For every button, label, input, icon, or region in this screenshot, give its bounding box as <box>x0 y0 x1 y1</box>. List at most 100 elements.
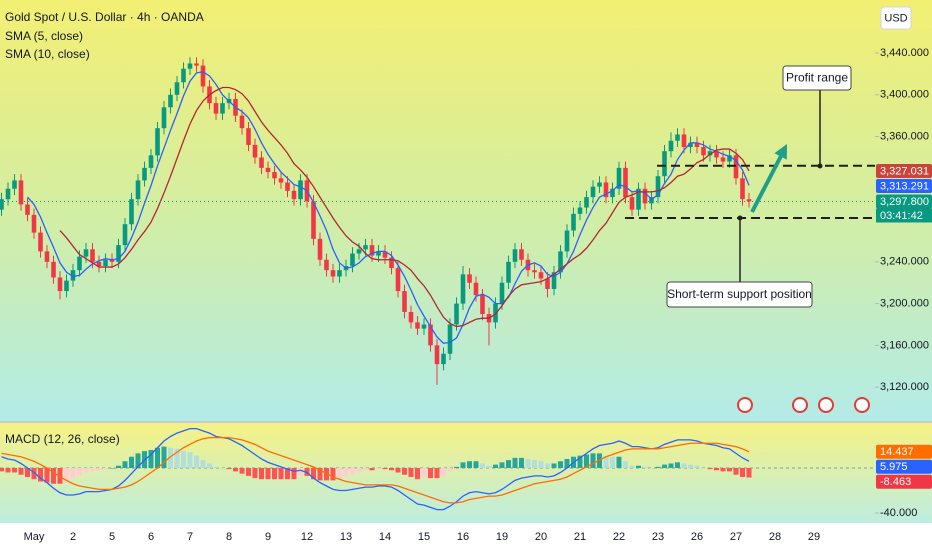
candle-body <box>0 199 4 210</box>
histogram-bar <box>402 467 407 475</box>
histogram-bar <box>558 461 563 468</box>
histogram-bar <box>506 460 511 468</box>
y-tick-label: 3,360.000 <box>880 130 929 142</box>
candle-body <box>538 272 544 279</box>
histogram-bar <box>83 467 89 473</box>
candle-body <box>220 103 225 114</box>
histogram-bar <box>343 467 349 477</box>
histogram-bar <box>584 454 589 468</box>
histogram-bar <box>194 455 199 468</box>
price-tag <box>876 194 932 209</box>
histogram-bar <box>408 467 414 477</box>
histogram-bar <box>512 457 518 468</box>
histogram-bar <box>57 467 63 484</box>
callout-box <box>666 281 813 308</box>
histogram-bar <box>337 467 342 480</box>
candle-body <box>649 197 654 204</box>
candle-body <box>668 140 674 152</box>
histogram-bar <box>675 462 680 468</box>
price-tag <box>876 474 932 489</box>
x-tick-label: 13 <box>340 531 352 543</box>
x-tick-label: 22 <box>613 531 625 543</box>
annotation: Profit range <box>786 71 848 85</box>
histogram-bar <box>551 463 557 468</box>
price-tag-label: 3,297.800 <box>880 196 929 208</box>
histogram-bar <box>129 456 134 468</box>
candle-body <box>363 245 368 250</box>
sma-line <box>59 86 750 328</box>
event-icon[interactable] <box>737 397 753 413</box>
x-tick-label: 28 <box>769 531 781 543</box>
candle-body <box>694 142 700 147</box>
candle-body <box>740 178 745 200</box>
candle-body <box>512 249 518 262</box>
candle-body <box>96 261 102 267</box>
histogram-bar <box>285 467 290 480</box>
histogram-bar <box>655 466 661 468</box>
histogram-bar <box>473 461 479 468</box>
candle-body <box>90 249 95 262</box>
event-icon[interactable] <box>818 397 834 413</box>
candle-body <box>259 157 264 168</box>
candle-body <box>616 167 622 189</box>
candle-body <box>330 270 336 277</box>
candle-body <box>577 207 583 214</box>
candle-body <box>174 82 180 95</box>
currency: USD <box>884 12 907 24</box>
candle-body <box>441 353 446 365</box>
candle-body <box>12 180 17 189</box>
candle-body <box>655 176 661 198</box>
histogram-bar <box>291 467 297 480</box>
candle-body <box>77 256 82 271</box>
candle-body <box>467 274 472 283</box>
histogram-bar <box>610 456 615 468</box>
histogram-bar <box>376 467 381 470</box>
histogram-bar <box>525 458 531 468</box>
candle-body <box>408 311 414 323</box>
candle-body <box>291 190 297 200</box>
candle-body <box>623 167 628 198</box>
event-icon[interactable] <box>792 397 808 413</box>
histogram-bar <box>532 460 537 468</box>
macd-line <box>1 436 750 504</box>
candle-body <box>545 278 550 289</box>
histogram-bar <box>298 467 303 476</box>
candle-body <box>629 197 635 210</box>
macd-title: MACD (12, 26, close) <box>5 432 120 446</box>
histogram-bar <box>415 467 420 480</box>
histogram-bar <box>77 467 82 476</box>
histogram-bar <box>350 467 355 475</box>
histogram-bar <box>467 461 472 468</box>
x-tick-label: 15 <box>418 531 430 543</box>
candle-body <box>681 134 687 147</box>
x-tick-label: 27 <box>730 531 742 543</box>
x-tick-label: 8 <box>226 531 232 543</box>
histogram-bar <box>746 467 752 478</box>
candle-body <box>662 151 667 177</box>
candle-body <box>298 180 303 200</box>
candle-body <box>272 172 277 179</box>
candle-body <box>532 270 537 273</box>
candle-body <box>187 63 193 69</box>
histogram-bar <box>590 453 596 468</box>
histogram-bar <box>636 465 641 468</box>
x-tick-label: 7 <box>187 531 193 543</box>
candle-body <box>395 268 401 292</box>
x-tick-label: 20 <box>535 531 547 543</box>
histogram-bar <box>740 467 745 477</box>
histogram-bar <box>239 467 245 474</box>
candle-body <box>285 182 290 191</box>
candle-body <box>64 280 69 292</box>
candle-body <box>200 65 206 87</box>
currency-box[interactable] <box>880 6 912 30</box>
price-tag-label: 14.437 <box>880 446 914 458</box>
histogram-bar <box>701 467 706 469</box>
event-icon[interactable] <box>854 397 870 413</box>
histogram-bar <box>714 467 719 471</box>
price-tag <box>876 459 932 474</box>
event-icons <box>737 397 870 413</box>
candle-body <box>415 322 420 329</box>
candle-body <box>369 245 375 256</box>
histogram-bar <box>12 467 17 473</box>
y-tick-label: 3,240.000 <box>880 256 929 268</box>
